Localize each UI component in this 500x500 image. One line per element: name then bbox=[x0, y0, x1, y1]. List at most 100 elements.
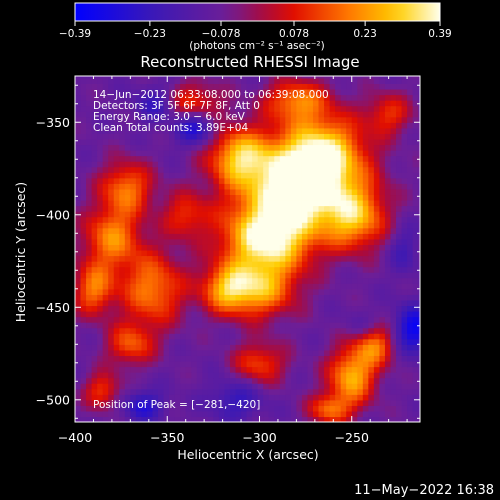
heatmap-cell bbox=[163, 122, 170, 129]
heatmap-cell bbox=[346, 255, 353, 262]
heatmap-cell bbox=[141, 388, 148, 395]
heatmap-cell bbox=[324, 166, 331, 173]
heatmap-cell bbox=[373, 222, 381, 229]
heatmap-cell bbox=[108, 111, 115, 118]
heatmap-cell bbox=[213, 172, 220, 179]
heatmap-cell bbox=[368, 399, 375, 406]
heatmap-cell bbox=[152, 94, 159, 101]
heatmap-cell bbox=[312, 183, 320, 190]
heatmap-cell bbox=[246, 100, 253, 107]
heatmap-cell bbox=[346, 322, 353, 329]
heatmap-cell bbox=[185, 277, 192, 284]
heatmap-cell bbox=[97, 199, 104, 207]
heatmap-cell bbox=[307, 161, 314, 168]
heatmap-cell bbox=[390, 305, 397, 312]
heatmap-cell bbox=[263, 211, 270, 218]
heatmap-cell bbox=[102, 188, 109, 196]
heatmap-cell bbox=[268, 410, 275, 418]
heatmap-cell bbox=[235, 261, 242, 268]
heatmap-cell bbox=[263, 100, 270, 107]
heatmap-cell bbox=[312, 138, 320, 146]
heatmap-cell bbox=[407, 100, 414, 107]
heatmap-cell bbox=[379, 138, 386, 146]
heatmap-cell bbox=[290, 166, 297, 173]
heatmap-cell bbox=[412, 372, 419, 379]
heatmap-cell bbox=[368, 249, 375, 257]
heatmap-cell bbox=[407, 255, 414, 262]
heatmap-cell bbox=[384, 372, 392, 379]
heatmap-cell bbox=[412, 261, 419, 268]
heatmap-cell bbox=[202, 399, 209, 406]
heatmap-cell bbox=[368, 338, 375, 345]
heatmap-cell bbox=[384, 194, 392, 201]
heatmap-cell bbox=[263, 333, 270, 340]
heatmap-cell bbox=[75, 355, 82, 362]
heatmap-cell bbox=[180, 410, 187, 418]
heatmap-cell bbox=[152, 261, 159, 268]
heatmap-cell bbox=[252, 338, 259, 345]
heatmap-cell bbox=[185, 249, 192, 257]
heatmap-cell bbox=[119, 255, 126, 262]
heatmap-cell bbox=[235, 410, 242, 418]
heatmap-cell bbox=[301, 100, 309, 107]
heatmap-cell bbox=[296, 405, 303, 412]
heatmap-cell bbox=[191, 227, 198, 234]
heatmap-cell bbox=[357, 344, 364, 351]
heatmap-cell bbox=[91, 127, 98, 134]
heatmap-cell bbox=[340, 144, 347, 151]
heatmap-cell bbox=[169, 266, 176, 273]
heatmap-cell bbox=[418, 199, 420, 207]
heatmap-cell bbox=[329, 227, 336, 234]
heatmap-cell bbox=[418, 299, 420, 307]
heatmap-cell bbox=[307, 138, 314, 146]
heatmap-cell bbox=[335, 249, 342, 257]
heatmap-cell bbox=[285, 261, 292, 268]
heatmap-cell bbox=[130, 338, 137, 345]
heatmap-cell bbox=[396, 122, 403, 129]
heatmap-cell bbox=[146, 283, 154, 290]
heatmap-cell bbox=[340, 94, 347, 101]
heatmap-cell bbox=[390, 349, 397, 356]
heatmap-cell bbox=[241, 288, 248, 295]
heatmap-cell bbox=[390, 94, 397, 101]
heatmap-cell bbox=[241, 161, 248, 168]
heatmap-cell bbox=[268, 238, 275, 245]
heatmap-cell bbox=[207, 288, 214, 295]
heatmap-cell bbox=[97, 172, 104, 179]
heatmap-cell bbox=[218, 155, 226, 162]
heatmap-cell bbox=[390, 166, 397, 173]
heatmap-cell bbox=[263, 155, 270, 162]
heatmap-cell bbox=[169, 172, 176, 179]
heatmap-cell bbox=[80, 355, 87, 362]
heatmap-cell bbox=[130, 360, 137, 368]
heatmap-cell bbox=[329, 372, 336, 379]
heatmap-cell bbox=[346, 333, 353, 340]
heatmap-cell bbox=[340, 127, 347, 134]
heatmap-cell bbox=[152, 133, 159, 140]
heatmap-cell bbox=[146, 388, 154, 395]
heatmap-cell bbox=[202, 77, 209, 84]
heatmap-cell bbox=[141, 360, 148, 368]
heatmap-cell bbox=[324, 144, 331, 151]
heatmap-cell bbox=[329, 344, 336, 351]
heatmap-cell bbox=[169, 277, 176, 284]
colorbar bbox=[75, 3, 440, 21]
heatmap-cell bbox=[196, 372, 203, 379]
heatmap-cell bbox=[124, 172, 131, 179]
heatmap-cell bbox=[301, 255, 309, 262]
heatmap-cell bbox=[102, 327, 109, 334]
heatmap-cell bbox=[146, 344, 154, 351]
heatmap-cell bbox=[285, 310, 292, 318]
heatmap-cell bbox=[119, 377, 126, 384]
heatmap-cell bbox=[91, 227, 98, 234]
heatmap-cell bbox=[279, 344, 286, 351]
heatmap-cell bbox=[418, 111, 420, 118]
heatmap-cell bbox=[130, 211, 137, 218]
heatmap-cell bbox=[191, 272, 198, 279]
heatmap-cell bbox=[108, 122, 115, 129]
heatmap-cell bbox=[368, 394, 375, 401]
heatmap-cell bbox=[229, 327, 237, 334]
heatmap-cell bbox=[80, 94, 87, 101]
heatmap-cell bbox=[318, 166, 325, 173]
heatmap-cell bbox=[296, 127, 303, 134]
